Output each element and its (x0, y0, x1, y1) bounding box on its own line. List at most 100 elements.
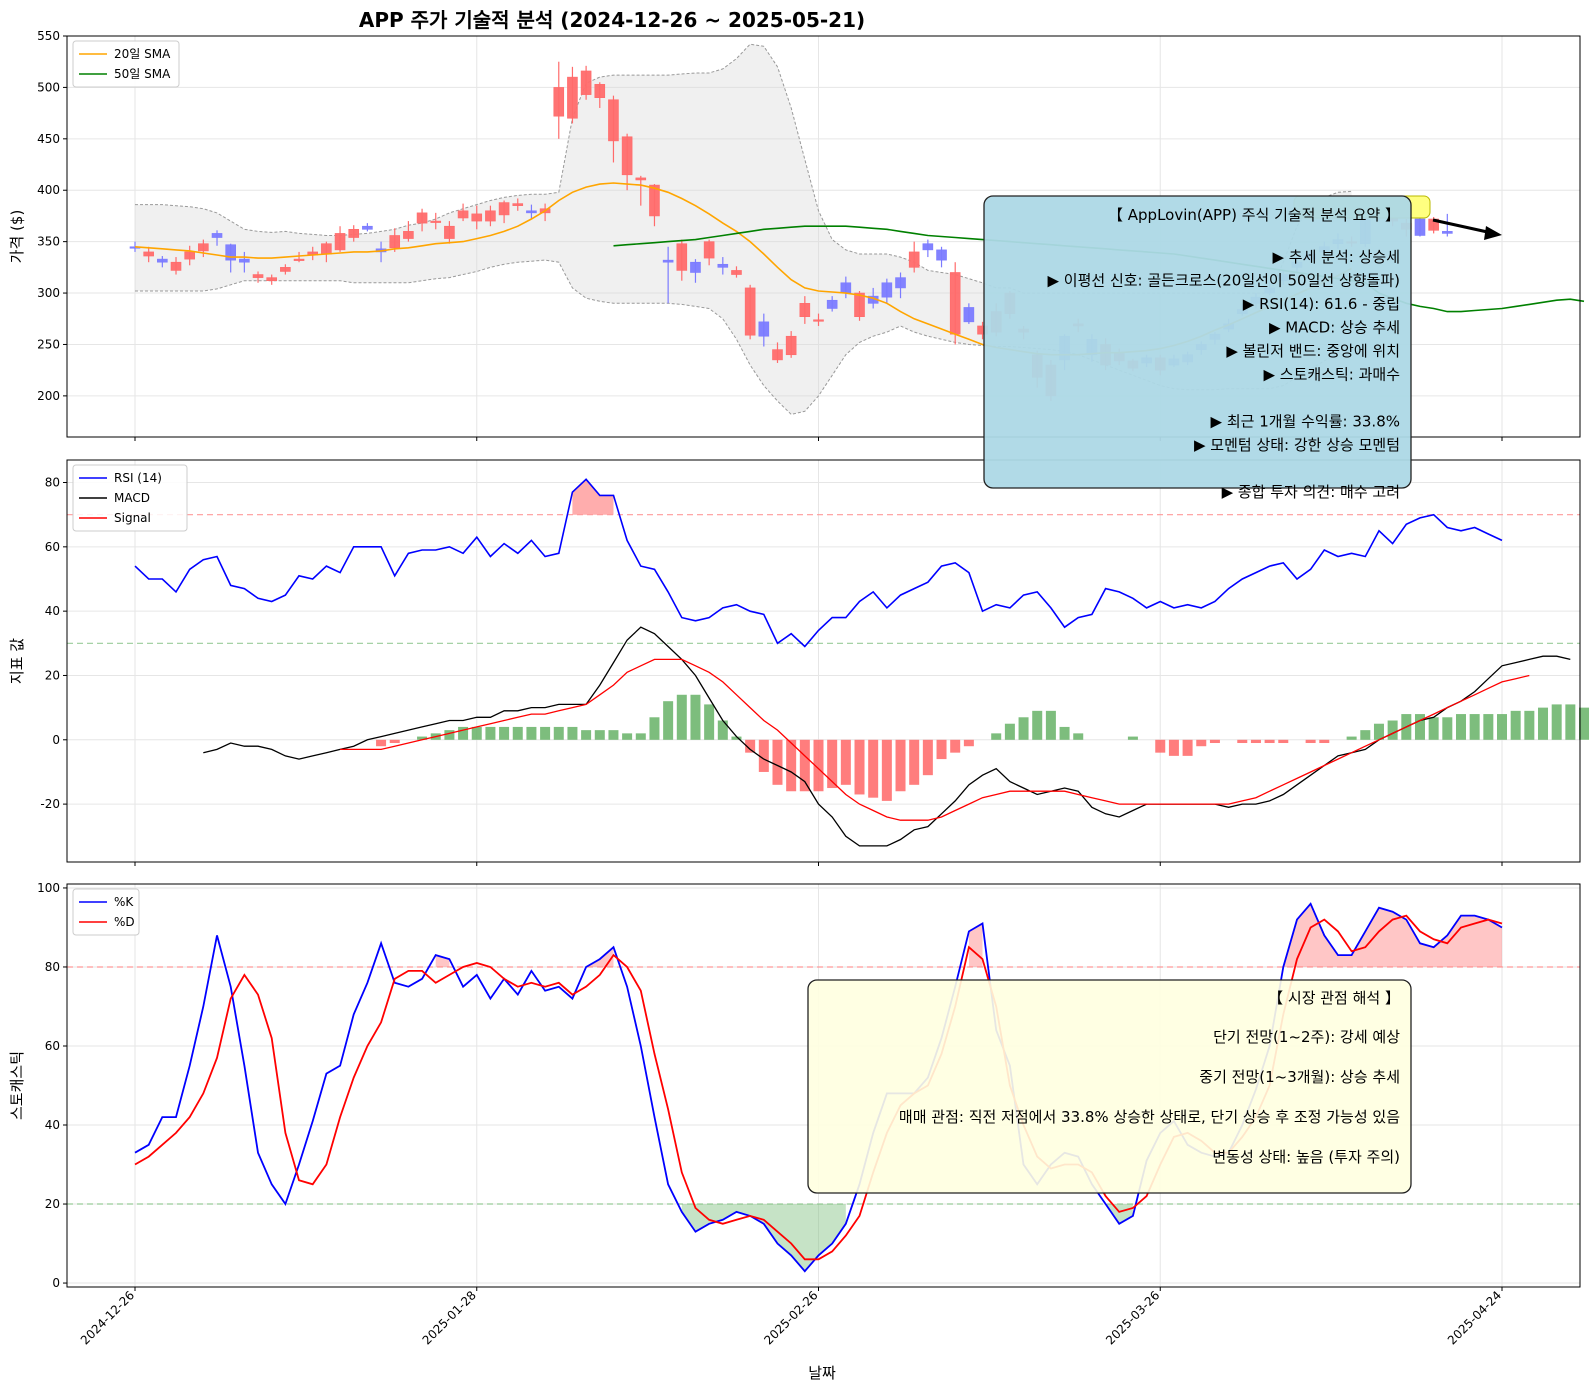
candle-body (717, 263, 729, 268)
macd-histogram-bar (704, 704, 715, 740)
macd-histogram-bar (1073, 733, 1084, 740)
rsi-overbought-fill (572, 479, 614, 515)
macd-histogram-bar (813, 739, 824, 792)
candle-body (143, 251, 154, 257)
y-tick-label: 20 (45, 668, 60, 682)
macd-histogram-bar (581, 730, 592, 740)
candle-body (416, 212, 428, 224)
summary-line: ▶ 스토캐스틱: 과매수 (1263, 366, 1400, 384)
legend-box (72, 464, 188, 532)
annotation-arrowhead (1484, 226, 1502, 240)
chart-title: APP 주가 기술적 분석 (2024-12-26 ~ 2025-05-21) (359, 8, 865, 32)
y-axis-label: 스토캐스틱 (8, 1051, 26, 1120)
macd-histogram-bar (1264, 739, 1275, 744)
candle-body (758, 321, 770, 337)
legend-label: %K (114, 895, 134, 909)
plot-area (67, 460, 1580, 862)
candle-body (485, 210, 496, 222)
macd-line (203, 626, 1571, 847)
candle-body (731, 270, 742, 275)
candle-body (512, 203, 524, 206)
candle-body (239, 258, 250, 263)
macd-histogram-bar (1127, 736, 1138, 740)
candle-body (266, 277, 278, 282)
candle-body (430, 220, 442, 223)
candle-body (567, 76, 578, 119)
macd-histogram-bar (1455, 714, 1466, 740)
candle-body (963, 307, 975, 323)
macd-histogram-bar (840, 739, 851, 785)
y-axis-label: 가격 ($) (8, 210, 26, 264)
macd-histogram-bar (1032, 710, 1043, 740)
candle-body (293, 258, 305, 261)
candle-body (690, 261, 701, 273)
candle-body (621, 136, 633, 176)
plot-frame (66, 883, 1581, 1288)
macd-histogram-bar (868, 739, 879, 798)
candle-body (799, 303, 811, 318)
candle-body (157, 258, 168, 263)
y-axis-label: 지표 값 (8, 638, 26, 684)
macd-histogram-bar (786, 739, 797, 792)
stoch-overbought-fill (586, 947, 614, 967)
macd-histogram-bar (540, 726, 551, 740)
market-title: 【 시장 관점 해석 】 (1268, 989, 1400, 1007)
macd-histogram-bar (471, 726, 482, 740)
y-tick-label: 0 (52, 733, 60, 747)
candle-body (594, 84, 606, 98)
macd-histogram-bar (1319, 739, 1330, 744)
macd-histogram-bar (526, 726, 537, 740)
plot-frame (66, 459, 1581, 863)
macd-histogram-bar (772, 739, 783, 785)
legend-label: %D (114, 915, 135, 929)
macd-histogram-bar (1524, 710, 1535, 740)
macd-histogram-bar (1182, 739, 1193, 756)
macd-histogram-bar (936, 739, 947, 760)
candle-body (826, 299, 838, 309)
macd-histogram-bar (499, 726, 510, 740)
macd-histogram-bar (895, 739, 906, 792)
y-tick-label: 0 (52, 1276, 60, 1290)
macd-histogram-bar (854, 739, 865, 795)
market-box-frame (807, 979, 1412, 1194)
macd-histogram-bar (1305, 739, 1316, 744)
macd-histogram-bar (950, 739, 961, 753)
macd-histogram-bar (1428, 717, 1439, 740)
y-tick-label: 300 (37, 286, 60, 300)
candle-body (580, 70, 592, 95)
candle-body (895, 277, 906, 289)
macd-histogram-bar (663, 701, 674, 740)
y-tick-label: 400 (37, 183, 60, 197)
candle-body (662, 259, 674, 263)
macd-histogram-bar (1387, 720, 1398, 740)
y-tick-label: 40 (45, 604, 60, 618)
y-tick-label: -20 (40, 797, 60, 811)
macd-histogram-bar (909, 739, 920, 785)
macd-histogram-bar (799, 739, 810, 792)
y-tick-label: 20 (45, 1197, 60, 1211)
macd-histogram-bar (594, 730, 605, 740)
y-tick-label: 80 (45, 960, 60, 974)
candle-body (908, 251, 920, 268)
candle-body (225, 244, 236, 261)
y-tick-label: 60 (45, 540, 60, 554)
summary-box: 【 AppLovin(APP) 주식 기술적 분석 요약 】 ▶ 추세 분석: 상… (983, 195, 1412, 501)
summary-title: 【 AppLovin(APP) 주식 기술적 분석 요약 】 (1108, 206, 1400, 224)
candle-body (744, 287, 756, 336)
candle-body (184, 251, 195, 260)
macd-histogram-bar (1360, 730, 1371, 740)
market-line: 단기 전망(1~2주): 강세 예상 (1213, 1028, 1400, 1046)
legend-label: Signal (114, 511, 151, 525)
macd-histogram-bar (1538, 707, 1549, 740)
summary-line: ▶ 종합 투자 의견: 매수 고려 (1222, 483, 1400, 501)
legend-label: 20일 SMA (114, 47, 171, 61)
y-tick-label: 500 (37, 80, 60, 94)
candle-body (881, 282, 893, 298)
legend-label: MACD (114, 491, 150, 505)
candle-body (635, 177, 647, 181)
macd-histogram-bar (553, 726, 564, 740)
candle-body (403, 231, 414, 239)
stoch-oversold-fill (681, 1204, 846, 1272)
indicator-panel: -20 0 20 40 60 80 지표 값 RSI (14) MACD Signal (8, 459, 1590, 866)
